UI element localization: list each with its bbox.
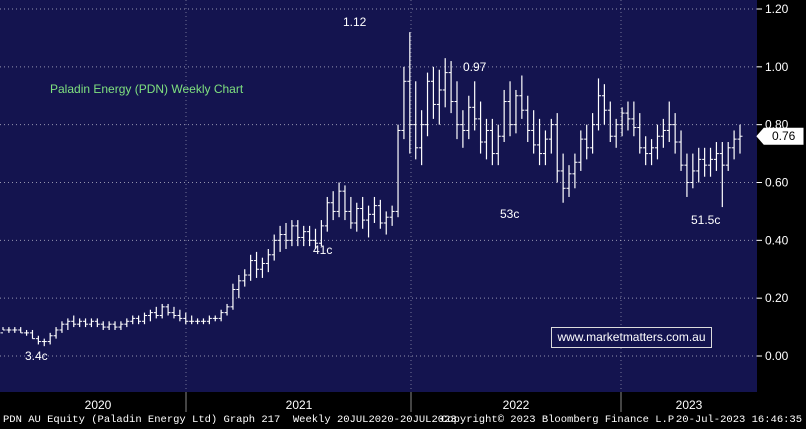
x-tick-label: 2021 bbox=[286, 398, 313, 412]
footer-security-info: PDN AU Equity (Paladin Energy Ltd) Graph… bbox=[3, 414, 457, 426]
x-tick-label: 2022 bbox=[503, 398, 530, 412]
footer-bar: PDN AU Equity (Paladin Energy Ltd) Graph… bbox=[0, 412, 806, 429]
y-tick-label: 0.40 bbox=[765, 233, 789, 247]
annotation-label: 51.5c bbox=[691, 213, 720, 227]
chart-title: Paladin Energy (PDN) Weekly Chart bbox=[50, 82, 244, 96]
y-tick-label: 0.00 bbox=[765, 349, 789, 363]
last-price-label: 0.76 bbox=[772, 129, 796, 143]
price-axis-panel bbox=[757, 0, 806, 392]
y-tick-label: 0.60 bbox=[765, 176, 789, 190]
x-tick-label: 2020 bbox=[85, 398, 112, 412]
annotation-label: 0.97 bbox=[463, 60, 487, 74]
footer-copyright: Copyright© 2023 Bloomberg Finance L.P. bbox=[441, 414, 681, 426]
annotation-label: 53c bbox=[500, 207, 519, 221]
annotation-label: 3.4c bbox=[25, 349, 48, 363]
watermark-link: www.marketmatters.com.au bbox=[551, 327, 712, 348]
y-tick-label: 1.00 bbox=[765, 60, 789, 74]
annotation-label: 41c bbox=[313, 243, 332, 257]
y-tick-label: 1.20 bbox=[765, 2, 789, 16]
last-price-marker bbox=[756, 127, 804, 145]
chart-plot-area bbox=[0, 0, 757, 392]
x-tick-label: 2023 bbox=[676, 398, 703, 412]
annotation-label: 1.12 bbox=[343, 15, 367, 29]
date-axis-panel bbox=[0, 392, 757, 412]
y-tick-label: 0.20 bbox=[765, 291, 789, 305]
footer-timestamp: 20-Jul-2023 16:46:35 bbox=[676, 414, 803, 426]
